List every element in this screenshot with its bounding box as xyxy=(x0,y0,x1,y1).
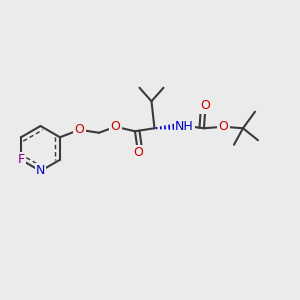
Text: O: O xyxy=(218,120,228,133)
Text: O: O xyxy=(110,120,120,133)
Text: O: O xyxy=(200,99,210,112)
Text: N: N xyxy=(36,164,45,178)
Text: O: O xyxy=(74,123,84,136)
Text: NH: NH xyxy=(175,120,194,133)
Text: F: F xyxy=(17,153,25,166)
Text: O: O xyxy=(133,146,143,159)
